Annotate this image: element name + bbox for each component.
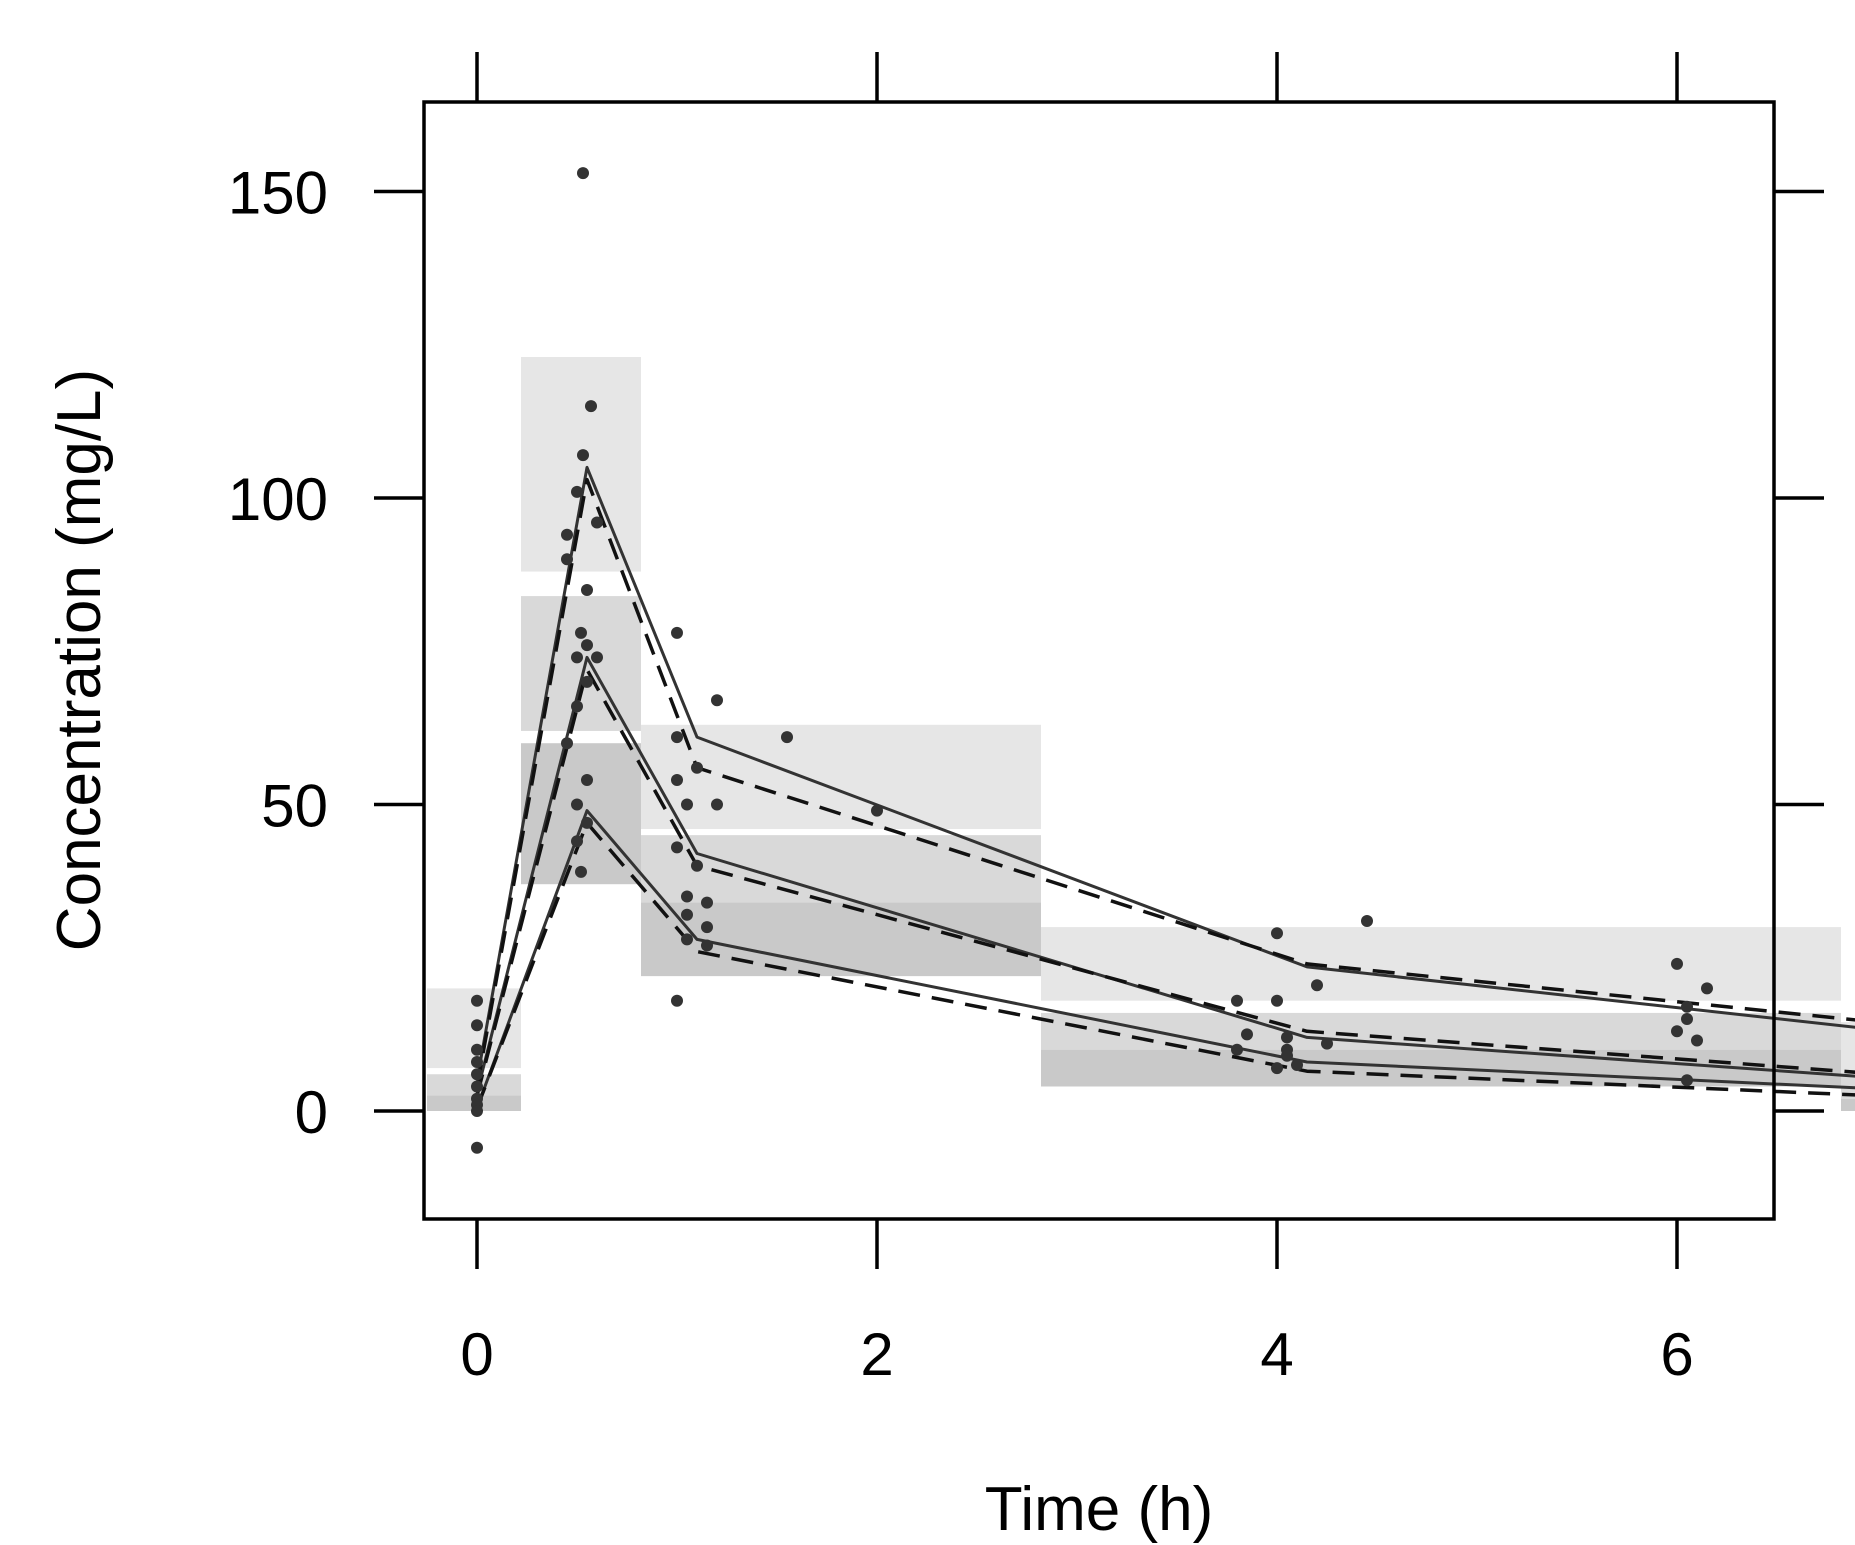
pi-band-median-bin-3 (641, 835, 1041, 903)
observation-point (471, 1141, 483, 1154)
observation-point (1311, 979, 1323, 992)
observation-point (1681, 1000, 1693, 1013)
observation-point (471, 1080, 483, 1093)
observation-point (1281, 1049, 1293, 1062)
observation-point (681, 933, 693, 946)
y-axis-title: Concentration (mg/L) (45, 369, 114, 951)
y-tick-label: 50 (261, 773, 328, 840)
observation-point (701, 896, 713, 909)
observation-point (711, 694, 723, 707)
observation-point (1241, 1028, 1253, 1041)
pi-band-upper-bin-2 (521, 357, 641, 572)
observation-point (471, 994, 483, 1007)
observation-point (681, 798, 693, 811)
observation-point (701, 921, 713, 934)
observation-point (581, 774, 593, 786)
observation-point (1271, 994, 1283, 1007)
pi-band-upper-bin-4 (1041, 927, 1841, 1001)
observation-point (581, 816, 593, 829)
observation-point (571, 651, 583, 664)
observation-point (471, 1068, 483, 1081)
observation-point (1691, 1034, 1703, 1047)
observation-point (1701, 982, 1713, 995)
x-tick-label: 0 (460, 1321, 493, 1388)
observation-point (585, 400, 597, 413)
y-tick-label: 0 (295, 1079, 328, 1146)
observation-point (575, 626, 587, 639)
observation-point (577, 167, 589, 180)
observation-point (701, 939, 713, 952)
observation-point (1271, 927, 1283, 940)
observation-point (671, 774, 683, 786)
observation-point (691, 761, 703, 774)
observation-point (1681, 1013, 1693, 1025)
observation-point (561, 553, 573, 566)
observation-point (671, 731, 683, 744)
observation-point (581, 639, 593, 652)
observation-point (1681, 1074, 1693, 1087)
observed-percentile-line-2 (475, 655, 1855, 1093)
observation-point (681, 908, 693, 921)
observation-point (577, 449, 589, 462)
observation-point (571, 485, 583, 498)
observed-points (471, 167, 1713, 1154)
x-tick-label: 6 (1660, 1321, 1693, 1388)
y-tick-label: 100 (228, 466, 328, 533)
observation-point (671, 994, 683, 1007)
observation-point (1671, 1025, 1683, 1038)
observation-point (571, 700, 583, 713)
x-tick-label: 4 (1260, 1321, 1293, 1388)
observation-point (591, 651, 603, 664)
observation-point (561, 737, 573, 750)
observation-point (1271, 1062, 1283, 1075)
observation-point (571, 798, 583, 811)
observation-point (561, 528, 573, 541)
observation-point (471, 1019, 483, 1032)
observation-point (1231, 1043, 1243, 1056)
y-tick-label: 150 (228, 160, 328, 227)
observation-point (571, 835, 583, 848)
x-tick-label: 2 (860, 1321, 893, 1388)
observation-point (471, 1056, 483, 1068)
observation-point (781, 731, 793, 744)
observation-point (471, 1043, 483, 1056)
pi-band-upper-bin-3 (641, 724, 1041, 830)
observed-percentile-line-1 (475, 465, 1855, 1081)
axes: 024681012050100150 (228, 52, 1824, 1388)
observation-point (1321, 1037, 1333, 1050)
observation-point (1291, 1059, 1303, 1071)
observation-point (1361, 915, 1373, 927)
observed-percentile-line-3 (475, 809, 1855, 1109)
x-axis-title: Time (h) (985, 1475, 1213, 1544)
pi-band-lower-bin-3 (641, 902, 1041, 977)
observation-point (681, 890, 693, 903)
observation-point (711, 798, 723, 811)
plot-frame (422, 100, 1776, 1221)
pi-band-lower-bin-5 (1841, 1098, 1855, 1111)
observation-point (671, 626, 683, 639)
observation-point (671, 841, 683, 854)
observation-point (581, 675, 593, 688)
observation-point (471, 1105, 483, 1117)
observation-point (591, 516, 603, 529)
observation-point (691, 859, 703, 872)
observation-point (575, 865, 587, 878)
observation-point (581, 584, 593, 596)
observation-point (1231, 994, 1243, 1007)
prediction-interval-bands (427, 357, 1855, 1111)
observation-point (1671, 957, 1683, 970)
observation-point (1281, 1031, 1293, 1044)
observation-point (871, 804, 883, 817)
pi-band-upper-bin-5 (1841, 1022, 1855, 1075)
